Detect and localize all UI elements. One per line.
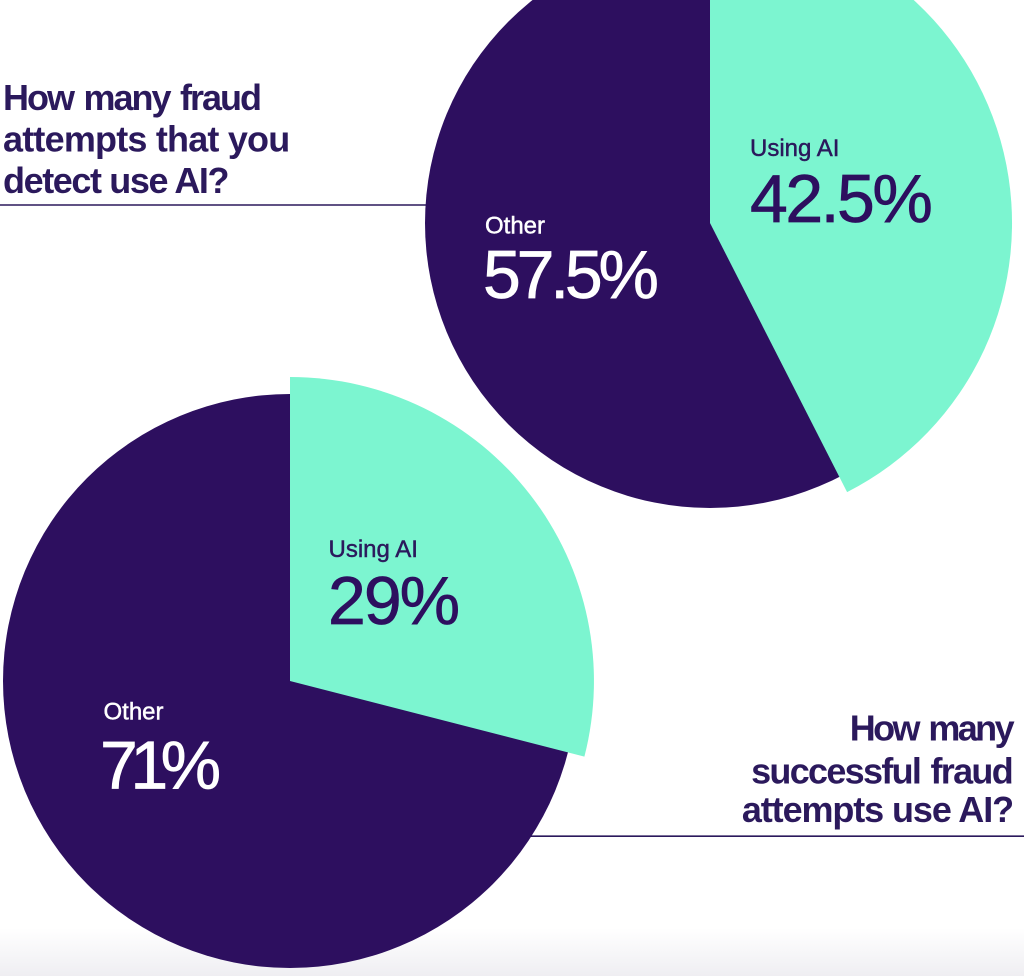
svg-text:Other: Other <box>104 699 164 726</box>
svg-text:Other: Other <box>485 213 545 240</box>
svg-text:42.5%: 42.5% <box>750 161 931 237</box>
svg-text:How many fraud: How many fraud <box>3 77 260 118</box>
svg-text:Using AI: Using AI <box>750 135 839 162</box>
svg-text:detect use AI?: detect use AI? <box>3 160 228 201</box>
svg-text:successful fraud: successful fraud <box>751 751 1012 792</box>
svg-text:attempts that you: attempts that you <box>3 119 289 160</box>
svg-text:Using AI: Using AI <box>329 536 418 563</box>
svg-text:71%: 71% <box>100 728 220 804</box>
svg-text:29%: 29% <box>328 563 459 639</box>
svg-text:How many: How many <box>850 708 1015 749</box>
svg-text:57.5%: 57.5% <box>483 237 658 313</box>
svg-text:attempts use AI?: attempts use AI? <box>742 789 1013 830</box>
